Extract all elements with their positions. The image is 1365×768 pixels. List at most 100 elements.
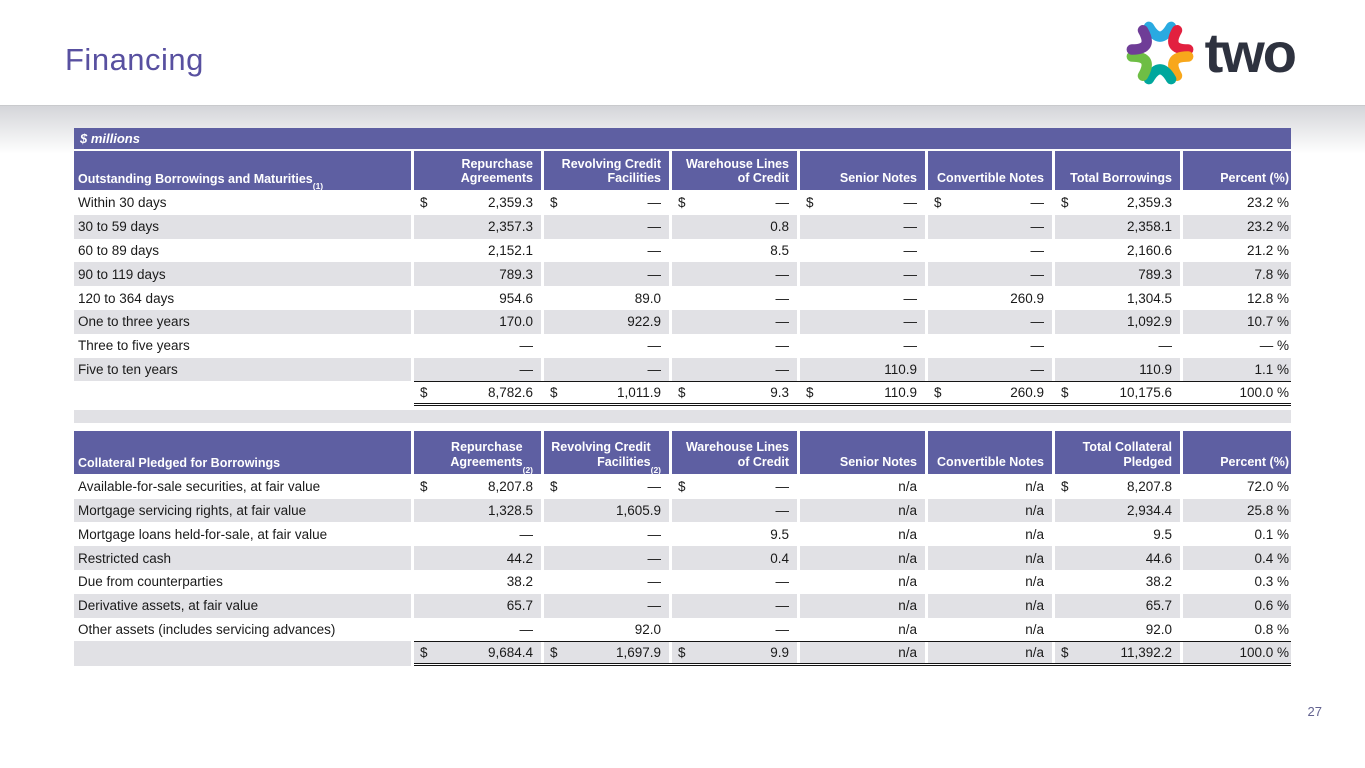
table-cell: —: [800, 262, 925, 287]
cell-value: 92.0: [1145, 622, 1172, 638]
cell-value: n/a: [1025, 550, 1044, 566]
table-cell: 0.6 %: [1183, 593, 1291, 618]
cell-value: —: [647, 361, 662, 377]
cell-value: —: [647, 550, 662, 566]
dollar-sign: $: [678, 479, 686, 495]
table-cell: 0.4: [672, 546, 797, 571]
cell-value: 110.9: [884, 361, 917, 377]
dollar-sign: $: [550, 385, 558, 401]
table-cell: 9.5: [1055, 522, 1180, 546]
cell-value: 0.3 %: [1254, 574, 1289, 590]
cell-value: —: [775, 290, 790, 306]
table-cell: 110.9: [1055, 357, 1180, 382]
table-cell: —: [928, 214, 1052, 239]
cell-value: 110.9: [1139, 361, 1172, 377]
dollar-sign: $: [1061, 385, 1069, 401]
cell-value: 1,304.5: [1126, 290, 1172, 306]
total-row: $8,782.6 $1,011.9 $9.3 $110.9 $260.9 $10,175.…: [74, 381, 1291, 406]
table-cell: —: [928, 357, 1052, 382]
cell-value: n/a: [1025, 574, 1044, 590]
table-row: Derivative assets, at fair value 65.7 — — n/…: [74, 593, 1291, 618]
table-cell: —: [414, 522, 541, 546]
cell-value: —: [775, 622, 790, 638]
table-cell: 25.8 %: [1183, 498, 1291, 523]
table-cell: —: [544, 593, 669, 618]
row-cells: 954.6 89.0 — — 260.9 1,304.5 12.8 %: [414, 286, 1291, 310]
table-cell: —: [672, 618, 797, 642]
table-cell: —: [544, 214, 669, 239]
cell-value: 9.9: [770, 645, 789, 661]
table-row: Within 30 days $2,359.3 $ — $ — $ — $ — $2,359.3 23…: [74, 191, 1291, 215]
dollar-sign: $: [1061, 479, 1069, 495]
table-cell: n/a: [800, 546, 925, 571]
table-cell: $ —: [672, 475, 797, 499]
row-cells: — — — — — — — %: [414, 334, 1291, 358]
table-cell: —: [672, 570, 797, 594]
row-label: Derivative assets, at fair value: [74, 593, 411, 618]
cell-value: 2,357.3: [487, 219, 533, 235]
table-cell: —: [672, 334, 797, 358]
table-row: 30 to 59 days 2,357.3 — 0.8 — — 2,358.1 23.2 %: [74, 214, 1291, 239]
table-cell: n/a: [928, 618, 1052, 642]
cell-value: —: [647, 338, 662, 354]
table-row: One to three years 170.0 922.9 — — — 1,092.9 10…: [74, 309, 1291, 334]
table-cell: 38.2: [414, 570, 541, 594]
cell-value: 170.0: [499, 314, 533, 330]
table-cell: —: [544, 522, 669, 546]
dollar-sign: $: [806, 195, 814, 211]
cell-value: —: [775, 195, 790, 211]
cell-value: —: [903, 338, 918, 354]
cell-value: —: [1030, 219, 1045, 235]
table-cell: $ —: [544, 191, 669, 215]
row-label: 90 to 119 days: [74, 262, 411, 287]
table-cell: $ —: [672, 191, 797, 215]
table-cell: 89.0: [544, 286, 669, 310]
cell-value: —: [519, 361, 534, 377]
dollar-sign: $: [550, 645, 558, 661]
table-cell: 260.9: [928, 286, 1052, 310]
cell-value: 260.9: [1010, 290, 1044, 306]
table-row: Three to five years — — — — — — — %: [74, 334, 1291, 358]
table-cell: —: [414, 618, 541, 642]
table-cell: $110.9: [800, 382, 925, 403]
dollar-sign: $: [806, 385, 814, 401]
column-header: Warehouse Lines of Credit: [672, 430, 797, 474]
table-cell: —: [544, 334, 669, 358]
row-label: 120 to 364 days: [78, 290, 175, 306]
cell-value: —: [903, 266, 918, 282]
cell-value: n/a: [1025, 645, 1044, 661]
table-cell: —: [1055, 334, 1180, 358]
table-cell: $1,697.9: [544, 642, 669, 663]
cell-value: —: [1030, 266, 1045, 282]
table-cell: —: [414, 334, 541, 358]
table-cell: n/a: [800, 570, 925, 594]
table-cell: n/a: [800, 593, 925, 618]
dollar-sign: $: [1061, 645, 1069, 661]
cell-value: n/a: [898, 526, 917, 542]
table-cell: —: [672, 262, 797, 287]
dollar-sign: $: [420, 645, 428, 661]
table-row: Restricted cash 44.2 — 0.4 n/a n/a 44.6 0.4 %: [74, 546, 1291, 571]
column-header: Convertible Notes: [928, 430, 1052, 474]
dollar-sign: $: [678, 645, 686, 661]
table-cell: —: [672, 593, 797, 618]
cell-value: 44.2: [506, 550, 533, 566]
table-cell: —: [544, 239, 669, 263]
dollar-sign: $: [550, 195, 558, 211]
row-cells: 38.2 — — n/a n/a 38.2 0.3 %: [414, 570, 1291, 594]
table-cell: 7.8 %: [1183, 262, 1291, 287]
table-cell: 10.7 %: [1183, 309, 1291, 334]
cell-value: 23.2 %: [1246, 219, 1289, 235]
cell-value: —: [519, 622, 534, 638]
table-cell: 110.9: [800, 357, 925, 382]
cell-value: — %: [1259, 338, 1289, 354]
cell-value: 0.1 %: [1254, 526, 1289, 542]
cell-value: —: [647, 598, 662, 614]
row-label: Available-for-sale securities, at fair v…: [78, 479, 321, 495]
table-row: Mortgage loans held-for-sale, at fair va…: [74, 522, 1291, 546]
tables: $ millions Outstanding Borrowings and Ma…: [74, 128, 1291, 666]
row-label: Other assets (includes servicing advance…: [78, 622, 336, 638]
cell-value: —: [1030, 361, 1045, 377]
cell-value: 0.8 %: [1254, 622, 1289, 638]
